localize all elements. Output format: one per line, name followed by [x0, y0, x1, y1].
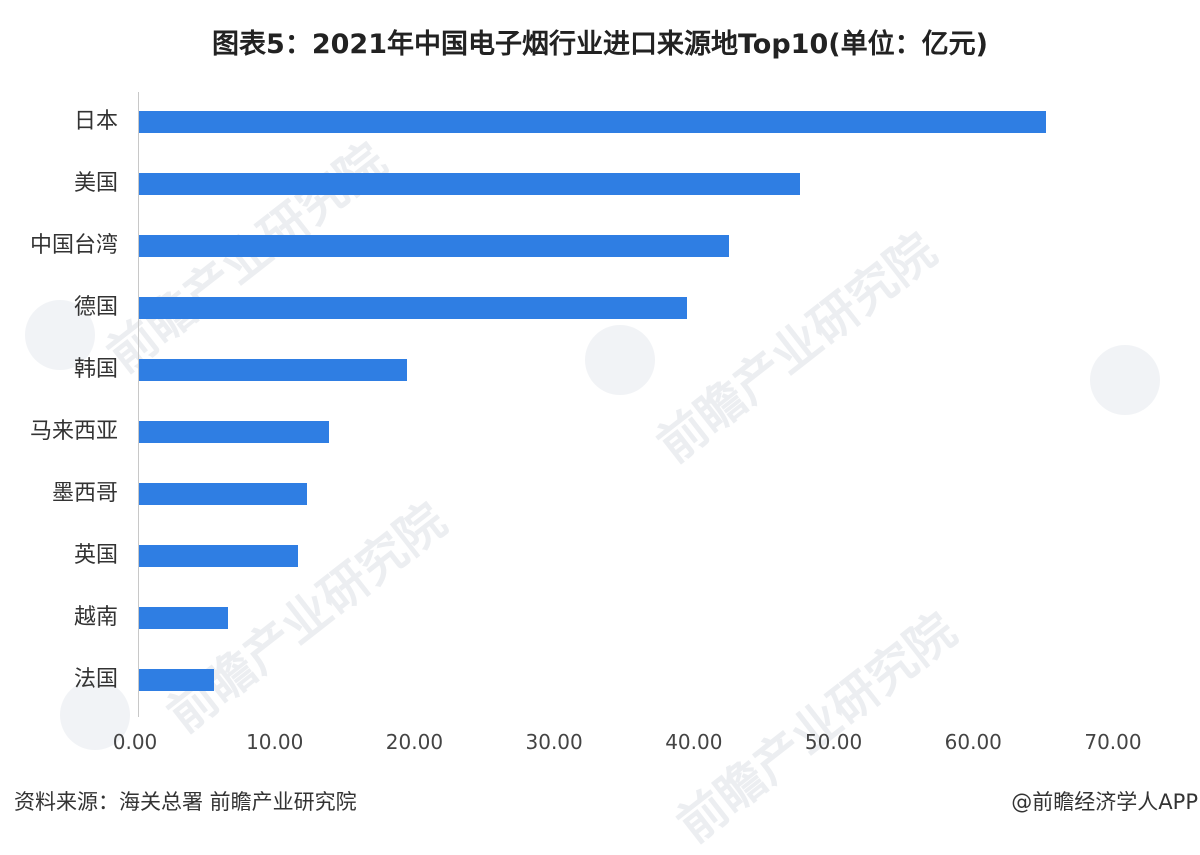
bar [139, 235, 729, 257]
category-label: 马来西亚 [29, 419, 118, 444]
x-tick-label: 40.00 [665, 730, 723, 754]
source-note: 资料来源：海关总署 前瞻产业研究院 [14, 790, 357, 814]
y-axis-line [138, 92, 139, 717]
watermark: 前瞻产业研究院 [667, 602, 967, 854]
category-label: 德国 [73, 295, 118, 320]
chart-title: 图表5：2021年中国电子烟行业进口来源地Top10(单位：亿元) [212, 29, 988, 60]
x-tick-label: 50.00 [804, 730, 863, 754]
bar [139, 483, 307, 505]
category-label: 法国 [73, 667, 118, 692]
category-label: 日本 [73, 109, 118, 134]
watermark-logo-icon [585, 325, 655, 395]
x-tick-label: 70.00 [1084, 730, 1142, 754]
x-tick-label: 20.00 [385, 730, 444, 754]
credit-note: @前瞻经济学人APP [1011, 790, 1198, 814]
category-label: 墨西哥 [51, 481, 118, 506]
x-tick-label: 0.00 [112, 730, 158, 754]
bar [139, 359, 408, 381]
category-label: 越南 [73, 605, 118, 630]
watermark-logo-icon [1090, 345, 1160, 415]
x-tick-label: 10.00 [246, 730, 304, 754]
bar [139, 173, 800, 195]
x-tick-label: 30.00 [525, 730, 583, 754]
bar [139, 421, 329, 443]
bar [139, 669, 215, 691]
category-label: 中国台湾 [29, 233, 118, 258]
x-tick-label: 60.00 [944, 730, 1002, 754]
bar [139, 545, 299, 567]
bar [139, 297, 687, 319]
bar [139, 111, 1046, 133]
bar [139, 607, 229, 629]
category-label: 韩国 [73, 357, 118, 382]
category-label: 英国 [73, 543, 118, 568]
category-label: 美国 [73, 171, 118, 196]
